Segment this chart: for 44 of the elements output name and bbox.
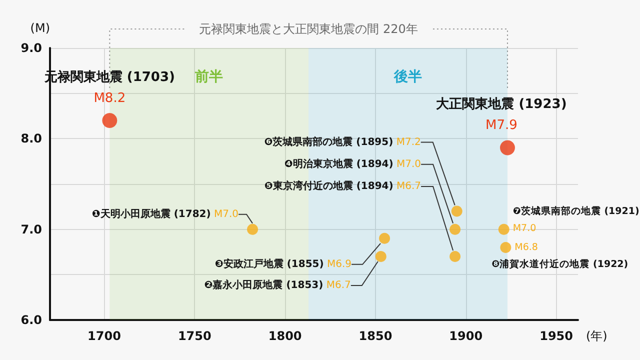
annotation: ❽浦賀水道付近の地震 (1922) <box>492 258 628 272</box>
point <box>451 206 462 217</box>
band-label: 前半 <box>194 69 224 85</box>
annotation: ❷嘉永小田原地震 (1853) <box>204 280 324 292</box>
point <box>500 242 512 253</box>
data-label: M8.2 <box>94 90 126 106</box>
x-tick-label: 1850 <box>358 329 392 343</box>
annotation: ❼茨城県南部の地震 (1921) <box>512 206 640 218</box>
point <box>450 224 461 235</box>
data-label: M7.9 <box>486 118 518 133</box>
point <box>102 113 118 128</box>
annotation: 大正関東地震 (1923) <box>436 96 567 112</box>
x-tick-label: 1800 <box>268 329 302 343</box>
x-tick-label: 1750 <box>178 329 212 343</box>
x-tick-label: 1900 <box>449 329 483 343</box>
x-tick-label: 1950 <box>540 329 574 343</box>
annotation: ❻茨城県南部の地震 (1895) <box>264 136 394 148</box>
y-tick-label: 8.0 <box>20 132 42 146</box>
data-label: M7.0 <box>396 158 422 170</box>
annotation: ❹明治東京地震 (1894) <box>284 158 394 170</box>
point <box>375 251 386 262</box>
annotation: ❶天明小田原地震 (1782) <box>92 208 211 220</box>
y-tick-label: 7.0 <box>20 222 42 236</box>
y-tick-label: 9.0 <box>20 41 42 55</box>
data-label: M6.9 <box>327 258 352 270</box>
point <box>498 224 510 235</box>
point <box>500 140 515 156</box>
annotation: 元禄関東地震と大正関東地震の間 220年 <box>199 22 418 36</box>
data-label: M6.7 <box>326 280 351 292</box>
x-axis-title: (年) <box>586 329 608 343</box>
point <box>379 232 390 244</box>
data-label: M7.0 <box>214 208 239 220</box>
point <box>450 251 461 262</box>
annotation: ❺東京湾付近の地震 (1894) <box>264 181 394 192</box>
y-axis-title: (M) <box>30 21 50 35</box>
annotation: ❸安政江戸地震 (1855) <box>214 258 324 270</box>
y-tick-label: 6.0 <box>20 313 42 327</box>
data-label: M7.2 <box>396 136 421 148</box>
data-label: M7.0 <box>512 223 536 234</box>
data-label: M6.7 <box>396 181 422 192</box>
x-tick-label: 1700 <box>88 329 121 343</box>
point <box>247 224 258 235</box>
data-label: M6.8 <box>514 240 539 255</box>
band-label: 後半 <box>393 69 422 85</box>
